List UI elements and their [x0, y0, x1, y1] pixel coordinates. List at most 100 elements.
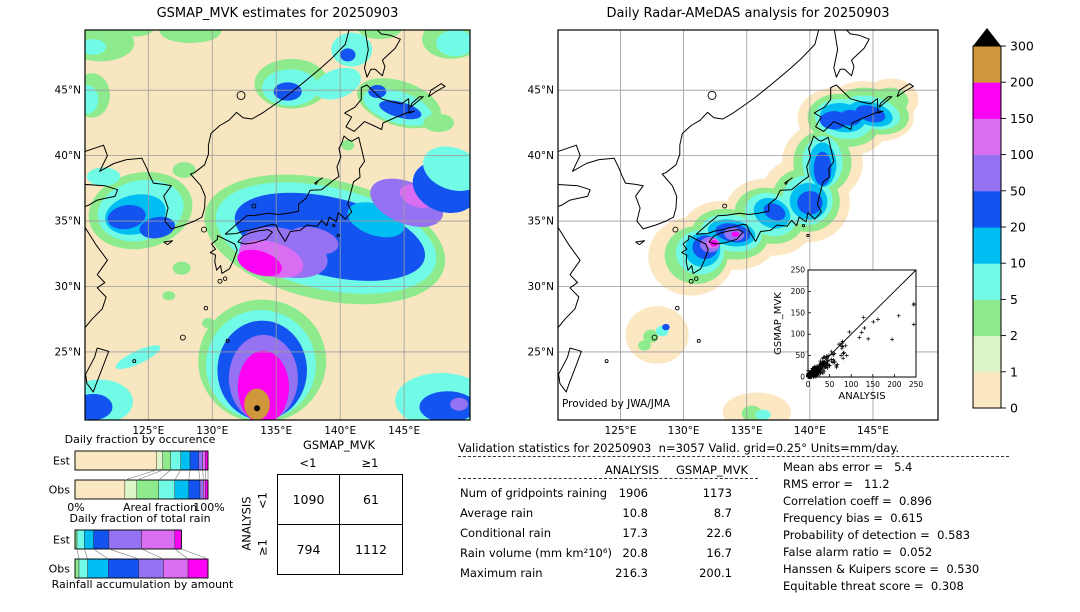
svg-text:125°E: 125°E: [605, 425, 637, 437]
validation-value-analysis: 216.3: [615, 566, 648, 580]
contingency-row-label-ge1: ≥1: [255, 539, 270, 556]
validation-row-label: Conditional rain: [460, 526, 552, 540]
validation-row-label: Average rain: [460, 506, 534, 520]
svg-text:Obs: Obs: [49, 563, 71, 576]
svg-text:0: 0: [1010, 401, 1018, 416]
left-map-title: GSMAP_MVK estimates for 20250903: [156, 6, 399, 21]
svg-text:150: 150: [791, 308, 806, 317]
svg-text:100: 100: [1010, 147, 1034, 162]
contingency-row-title: ANALYSIS: [239, 496, 254, 551]
svg-text:0: 0: [806, 380, 811, 389]
svg-text:250: 250: [791, 266, 806, 275]
svg-text:35°N: 35°N: [528, 216, 554, 228]
svg-text:50: 50: [1010, 183, 1026, 198]
svg-text:ANALYSIS: ANALYSIS: [838, 391, 885, 402]
svg-text:Est: Est: [53, 534, 71, 547]
validation-row-label: Rain volume (mm km²10⁶): [460, 546, 612, 560]
validation-col-gsmap: GSMAP_MVK: [675, 463, 748, 477]
svg-text:30°N: 30°N: [55, 281, 81, 293]
svg-text:50: 50: [825, 380, 835, 389]
gsmap-estimate-map: 125°E 130°E 135°E 140°E 145°E 45°N 40°N 35°N 30°…: [55, 29, 471, 437]
contingency-column-title: GSMAP_MVK: [302, 438, 375, 452]
stat-pod: Probability of detection = 0.583: [783, 528, 971, 542]
stat-ets: Equitable threat score = 0.308: [783, 579, 964, 593]
svg-text:250: 250: [909, 380, 924, 389]
svg-text:130°E: 130°E: [196, 425, 228, 437]
validation-value-gsmap: 200.1: [699, 566, 732, 580]
validation-value-analysis: 10.8: [622, 506, 648, 520]
validation-value-gsmap: 22.6: [706, 526, 732, 540]
svg-text:45°N: 45°N: [55, 85, 81, 97]
occurrence-x1-label: 100%: [193, 501, 225, 514]
divider-header: [458, 478, 758, 479]
totalrain-xaxis-label: Rainfall accumulation by amount: [51, 578, 234, 591]
svg-text:150: 150: [866, 380, 881, 389]
svg-text:5: 5: [1010, 292, 1018, 307]
svg-text:300: 300: [1010, 39, 1034, 54]
stat-far: False alarm ratio = 0.052: [783, 545, 933, 559]
svg-text:200: 200: [1010, 75, 1034, 90]
validation-title: Validation statistics for 20250903 n=305…: [458, 441, 900, 455]
validation-value-gsmap: 1173: [702, 486, 732, 500]
svg-text:200: 200: [887, 380, 902, 389]
svg-text:145°E: 145°E: [388, 425, 420, 437]
svg-text:GSMAP_MVK: GSMAP_MVK: [773, 292, 784, 355]
svg-text:20: 20: [1010, 220, 1026, 235]
stat-mean-abs-error: Mean abs error = 5.4: [783, 460, 913, 474]
contingency-cell-false-alarm: 61: [340, 475, 402, 525]
totalrain-chart-title: Daily fraction of total rain: [69, 512, 211, 525]
svg-text:140°E: 140°E: [324, 425, 356, 437]
svg-text:200: 200: [791, 287, 806, 296]
svg-text:30°N: 30°N: [528, 281, 554, 293]
contingency-cell-hits-none: 1090: [278, 475, 340, 525]
occurrence-chart-title: Daily fraction by occurence: [64, 433, 216, 446]
svg-text:135°E: 135°E: [260, 425, 292, 437]
svg-text:25°N: 25°N: [528, 346, 554, 358]
contingency-col-label-ge1: ≥1: [361, 456, 379, 470]
validation-row-label: Num of gridpoints raining: [460, 486, 608, 500]
svg-text:145°E: 145°E: [857, 425, 889, 437]
stat-correlation: Correlation coeff = 0.896: [783, 494, 932, 508]
stat-frequency-bias: Frequency bias = 0.615: [783, 511, 924, 525]
contingency-cell-hits: 1112: [355, 541, 387, 557]
svg-text:2: 2: [1010, 328, 1018, 343]
svg-text:50: 50: [795, 351, 805, 360]
scatter-inset: 00 50 50 100 100 150 150 200 200 250 250 ANALYSIS GS…: [773, 266, 924, 403]
validation-col-analysis: ANALYSIS: [604, 463, 660, 477]
contingency-cell-miss: 794: [278, 524, 340, 574]
svg-text:100: 100: [844, 380, 859, 389]
validation-row-label: Maximum rain: [460, 566, 543, 580]
svg-text:0: 0: [800, 373, 805, 382]
map-credit: Provided by JWA/JMA: [562, 398, 671, 410]
colorbar: 0 1 2 5 10 20 50 100 150 200 300: [972, 28, 1034, 416]
validation-value-analysis: 17.3: [622, 526, 648, 540]
svg-text:135°E: 135°E: [731, 425, 763, 437]
svg-text:150: 150: [1010, 111, 1034, 126]
svg-text:100: 100: [791, 330, 806, 339]
svg-text:25°N: 25°N: [55, 346, 81, 358]
validation-value-analysis: 1906: [618, 486, 648, 500]
svg-text:45°N: 45°N: [528, 85, 554, 97]
occurrence-xaxis-label: Areal fraction: [122, 501, 198, 514]
occurrence-x0-label: 0%: [67, 501, 85, 514]
svg-text:125°E: 125°E: [132, 425, 164, 437]
stat-hk-score: Hanssen & Kuipers score = 0.530: [783, 562, 980, 576]
contingency-table: 1090 61 794 1112: [277, 474, 403, 575]
validation-value-gsmap: 8.7: [713, 506, 732, 520]
svg-text:35°N: 35°N: [55, 216, 81, 228]
svg-text:Obs: Obs: [49, 484, 71, 497]
divider-title: [458, 456, 1009, 457]
contingency-row-label-lt1: <1: [255, 492, 270, 509]
occurrence-chart: Est Obs: [49, 450, 209, 500]
stat-rms-error: RMS error = 11.2: [783, 477, 890, 491]
svg-text:40°N: 40°N: [528, 150, 554, 162]
validation-value-analysis: 20.8: [622, 546, 648, 560]
svg-text:Est: Est: [53, 455, 71, 468]
validation-value-gsmap: 16.7: [706, 546, 732, 560]
svg-text:130°E: 130°E: [668, 425, 700, 437]
svg-text:40°N: 40°N: [55, 150, 81, 162]
right-map-title: Daily Radar-AMeDAS analysis for 20250903: [606, 6, 890, 21]
svg-text:1: 1: [1010, 364, 1018, 379]
contingency-col-label-lt1: <1: [299, 456, 317, 470]
